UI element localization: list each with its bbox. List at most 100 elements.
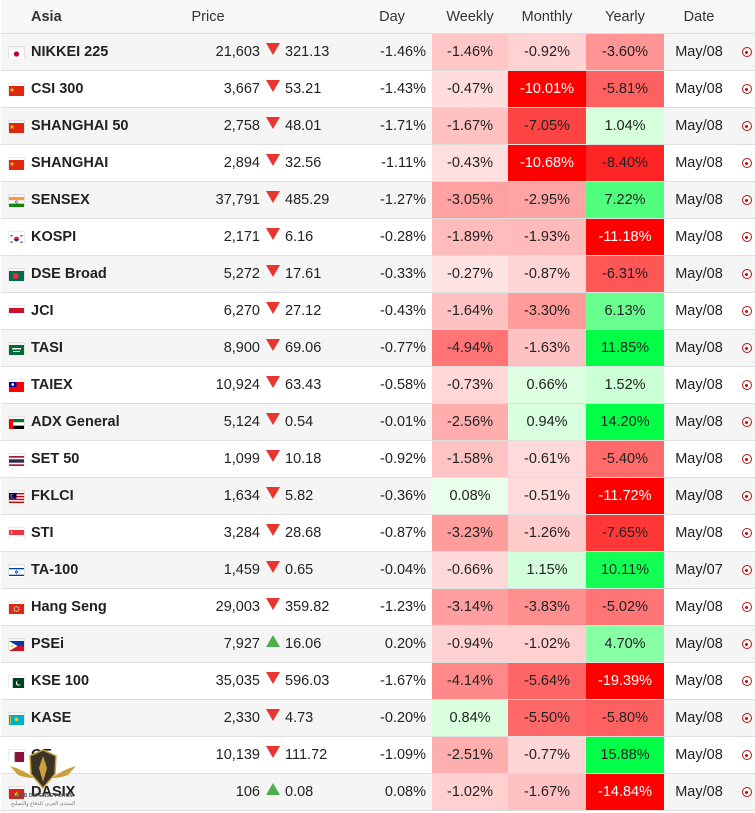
table-row[interactable]: SHANGHAI 2,894 32.56 -1.11% -0.43% -10.68% -8.…	[1, 144, 755, 182]
details-link[interactable]	[734, 514, 755, 552]
index-name[interactable]: QE	[31, 736, 156, 774]
target-icon[interactable]	[741, 528, 752, 539]
target-icon[interactable]	[741, 602, 752, 613]
monthly-header[interactable]: Monthly	[508, 0, 586, 34]
down-arrow-icon	[266, 43, 280, 56]
index-name[interactable]: CSI 300	[31, 70, 156, 108]
target-icon[interactable]	[741, 121, 752, 132]
weekly-change: -2.51%	[432, 736, 508, 774]
index-name[interactable]: SENSEX	[31, 181, 156, 219]
target-icon[interactable]	[741, 269, 752, 280]
table-row[interactable]: QE 10,139 111.72 -1.09% -2.51% -0.77% 15.88% Ma…	[1, 736, 755, 774]
details-link[interactable]	[734, 440, 755, 478]
date-header[interactable]: Date	[664, 0, 734, 34]
index-name[interactable]: Hang Seng	[31, 588, 156, 626]
details-link[interactable]	[734, 366, 755, 404]
index-name[interactable]: KSE 100	[31, 662, 156, 700]
index-name[interactable]: SET 50	[31, 440, 156, 478]
index-name[interactable]: TASI	[31, 329, 156, 367]
details-link[interactable]	[734, 33, 755, 71]
index-name[interactable]: JCI	[31, 292, 156, 330]
index-name[interactable]: TAIEX	[31, 366, 156, 404]
table-row[interactable]: TAIEX 10,924 63.43 -0.58% -0.73% 0.66% 1.52% Ma…	[1, 366, 755, 404]
target-icon[interactable]	[741, 676, 752, 687]
target-icon[interactable]	[741, 713, 752, 724]
table-row[interactable]: ADX General 5,124 0.54 -0.01% -2.56% 0.94% 14.…	[1, 403, 755, 441]
details-link[interactable]	[734, 773, 755, 811]
table-row[interactable]: TASI 8,900 69.06 -0.77% -4.94% -1.63% 11.85% Ma…	[1, 329, 755, 367]
monthly-change: -3.30%	[508, 292, 586, 330]
details-link[interactable]	[734, 588, 755, 626]
weekly-header[interactable]: Weekly	[432, 0, 508, 34]
details-link[interactable]	[734, 144, 755, 182]
index-name[interactable]: NIKKEI 225	[31, 33, 156, 71]
table-row[interactable]: Hang Seng 29,003 359.82 -1.23% -3.14% -3.83% -…	[1, 588, 755, 626]
target-icon[interactable]	[741, 306, 752, 317]
table-row[interactable]: STI 3,284 28.68 -0.87% -3.23% -1.26% -7.65% May…	[1, 514, 755, 552]
index-name[interactable]: PSEi	[31, 625, 156, 663]
table-row[interactable]: SET 50 1,099 10.18 -0.92% -1.58% -0.61% -5.40%…	[1, 440, 755, 478]
weekly-change: -2.56%	[432, 403, 508, 441]
day-change: -0.20%	[358, 699, 432, 737]
target-icon[interactable]	[741, 158, 752, 169]
details-link[interactable]	[734, 292, 755, 330]
details-link[interactable]	[734, 551, 755, 589]
table-row[interactable]: PSEi 7,927 16.06 0.20% -0.94% -1.02% 4.70% May/…	[1, 625, 755, 663]
price-header[interactable]: Price	[156, 0, 260, 34]
target-icon[interactable]	[741, 47, 752, 58]
target-icon[interactable]	[741, 195, 752, 206]
table-row[interactable]: CSI 300 3,667 53.21 -1.43% -0.47% -10.01% -5.8…	[1, 70, 755, 108]
details-link[interactable]	[734, 699, 755, 737]
details-link[interactable]	[734, 255, 755, 293]
target-icon[interactable]	[741, 787, 752, 798]
table-row[interactable]: JCI 6,270 27.12 -0.43% -1.64% -3.30% 6.13% May/…	[1, 292, 755, 330]
details-link[interactable]	[734, 625, 755, 663]
table-row[interactable]: DSE Broad 5,272 17.61 -0.33% -0.27% -0.87% -6.…	[1, 255, 755, 293]
details-link[interactable]	[734, 736, 755, 774]
target-icon[interactable]	[741, 380, 752, 391]
quote-date: May/08	[664, 736, 734, 774]
index-name[interactable]: DSE Broad	[31, 255, 156, 293]
details-link[interactable]	[734, 181, 755, 219]
day-header[interactable]: Day	[358, 0, 432, 34]
index-name[interactable]: SHANGHAI 50	[31, 107, 156, 145]
details-link[interactable]	[734, 329, 755, 367]
target-icon[interactable]	[741, 454, 752, 465]
region-header[interactable]: Asia	[31, 0, 156, 34]
table-row[interactable]: DASIX 106 0.08 0.08% -1.02% -1.67% -14.84% May/…	[1, 773, 755, 811]
index-name[interactable]: KOSPI	[31, 218, 156, 256]
table-row[interactable]: SENSEX 37,791 485.29 -1.27% -3.05% -2.95% 7.22…	[1, 181, 755, 219]
details-link[interactable]	[734, 70, 755, 108]
target-icon[interactable]	[741, 491, 752, 502]
index-name[interactable]: FKLCI	[31, 477, 156, 515]
index-name[interactable]: DASIX	[31, 773, 156, 811]
weekly-change: -3.14%	[432, 588, 508, 626]
details-link[interactable]	[734, 107, 755, 145]
index-name[interactable]: KASE	[31, 699, 156, 737]
details-link[interactable]	[734, 477, 755, 515]
target-icon[interactable]	[741, 343, 752, 354]
table-row[interactable]: FKLCI 1,634 5.82 -0.36% 0.08% -0.51% -11.72% Ma…	[1, 477, 755, 515]
monthly-change: -0.51%	[508, 477, 586, 515]
table-row[interactable]: SHANGHAI 50 2,758 48.01 -1.71% -1.67% -7.05% 1…	[1, 107, 755, 145]
index-name[interactable]: SHANGHAI	[31, 144, 156, 182]
index-name[interactable]: ADX General	[31, 403, 156, 441]
target-icon[interactable]	[741, 750, 752, 761]
details-link[interactable]	[734, 403, 755, 441]
target-icon[interactable]	[741, 639, 752, 650]
details-link[interactable]	[734, 662, 755, 700]
details-link[interactable]	[734, 218, 755, 256]
index-name[interactable]: STI	[31, 514, 156, 552]
table-row[interactable]: NIKKEI 225 21,603 321.13 -1.46% -1.46% -0.92%…	[1, 33, 755, 71]
down-arrow-icon	[266, 524, 280, 537]
target-icon[interactable]	[741, 232, 752, 243]
table-row[interactable]: KASE 2,330 4.73 -0.20% 0.84% -5.50% -5.80% May/…	[1, 699, 755, 737]
table-row[interactable]: KSE 100 35,035 596.03 -1.67% -4.14% -5.64% -19…	[1, 662, 755, 700]
yearly-header[interactable]: Yearly	[586, 0, 664, 34]
index-name[interactable]: TA-100	[31, 551, 156, 589]
table-row[interactable]: TA-100 1,459 0.65 -0.04% -0.66% 1.15% 10.11% Ma…	[1, 551, 755, 589]
table-row[interactable]: KOSPI 2,171 6.16 -0.28% -1.89% -1.93% -11.18% M…	[1, 218, 755, 256]
target-icon[interactable]	[741, 84, 752, 95]
target-icon[interactable]	[741, 565, 752, 576]
target-icon[interactable]	[741, 417, 752, 428]
